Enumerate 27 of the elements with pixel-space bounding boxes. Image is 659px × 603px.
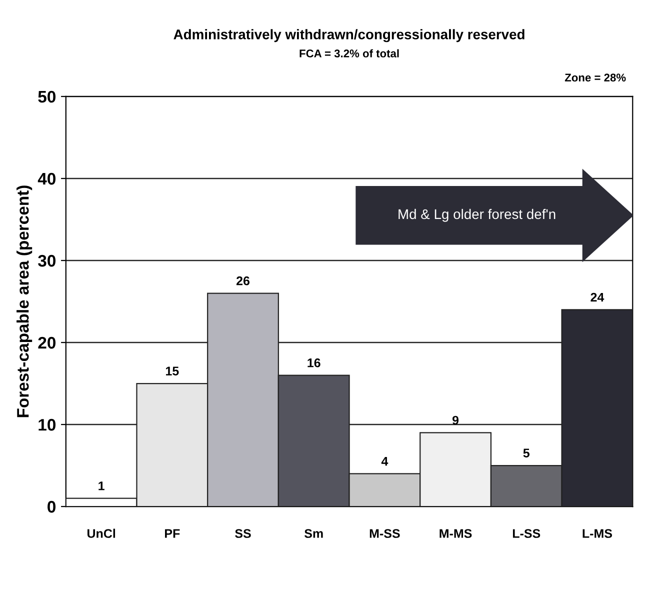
annotation: Md & Lg older forest def'n [398,208,556,222]
data-label: 5 [523,448,530,458]
y-axis-title: Forest-capable area (percent) [16,186,32,418]
data-label: 16 [308,358,320,368]
y-tick-label: 20 [38,336,56,349]
data-label: 9 [452,416,459,425]
x-tick-label: L-MS [582,529,612,538]
y-tick-label: 40 [38,172,56,185]
data-label: 15 [166,366,179,376]
x-tick-label: SS [235,529,251,538]
x-tick-label: UnCl [87,528,116,538]
x-tick-label: PF [165,529,180,538]
y-tick-label: 50 [38,90,56,103]
data-label: 4 [381,456,388,466]
y-tick-label: 0 [48,500,56,513]
chart-subtitle: FCA = 3.2% of total [300,49,399,58]
chart-title: Administratively withdrawn/congressionally reserved [174,29,524,42]
y-tick-label: 30 [38,254,56,267]
x-tick-label: M-SS [370,529,400,538]
x-tick-label: L-SS [512,529,540,538]
data-label: 1 [98,482,104,490]
y-tick-label: 10 [38,418,56,431]
x-tick-label: Sm [304,529,323,538]
data-label: 26 [236,276,250,286]
x-tick-label: M-MS [440,529,472,538]
text: Zone = 28% [564,74,626,82]
data-label: 24 [590,292,604,302]
